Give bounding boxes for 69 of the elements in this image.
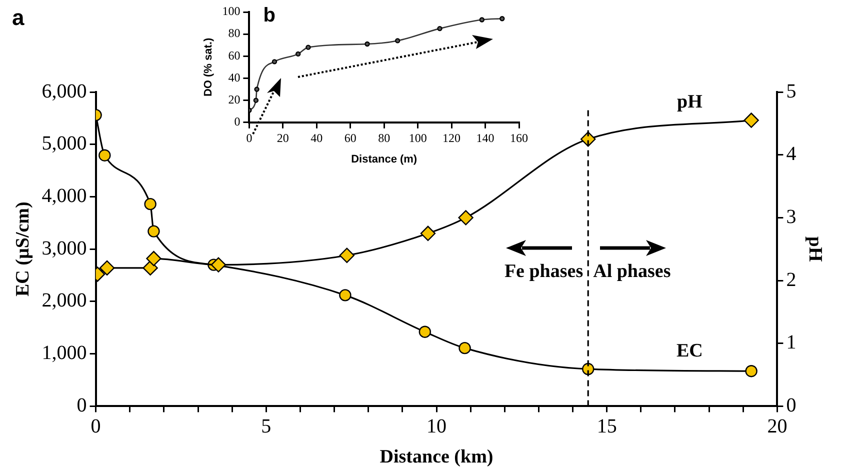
point bbox=[745, 365, 758, 378]
y-tick-label: 6,000 bbox=[42, 80, 87, 102]
point bbox=[296, 51, 301, 57]
annotation: Fe phases bbox=[504, 260, 584, 282]
point bbox=[744, 112, 759, 128]
point bbox=[210, 257, 226, 272]
y2-tick-label: 0 bbox=[786, 394, 796, 416]
point bbox=[146, 250, 162, 266]
point bbox=[339, 289, 352, 302]
y-tick-label: 5,000 bbox=[42, 132, 87, 155]
y-axis-title: EC (µS/cm) bbox=[12, 202, 34, 297]
y-axis-title: DO (% sat.) bbox=[202, 38, 215, 97]
y-tick-label: 0 bbox=[234, 114, 240, 129]
y-tick-label: 1,000 bbox=[42, 342, 87, 364]
x-tick-label: 10 bbox=[426, 415, 446, 438]
y-tick-label: 100 bbox=[222, 4, 240, 18]
y-tick-label: 4,000 bbox=[42, 184, 87, 207]
point bbox=[420, 226, 436, 241]
x-tick-label: 0 bbox=[90, 415, 101, 438]
y-tick-label: 80 bbox=[228, 26, 240, 40]
point bbox=[437, 26, 442, 32]
y-tick-label: 3,000 bbox=[42, 237, 87, 260]
point bbox=[98, 149, 111, 162]
point bbox=[418, 326, 432, 338]
y2-tick-label: 2 bbox=[786, 268, 796, 291]
point bbox=[253, 98, 259, 103]
point bbox=[254, 86, 260, 92]
y2-tick-label: 5 bbox=[786, 80, 796, 102]
point bbox=[458, 210, 474, 226]
point bbox=[99, 260, 115, 276]
chart-title: b bbox=[263, 4, 276, 27]
point bbox=[394, 38, 400, 44]
y-tick-label: 60 bbox=[228, 48, 240, 62]
point bbox=[144, 198, 156, 210]
x-tick-label: 20 bbox=[767, 415, 788, 438]
x-tick-label: 140 bbox=[476, 130, 494, 145]
series-label: EC bbox=[676, 340, 703, 362]
point bbox=[148, 225, 160, 238]
point bbox=[142, 260, 158, 276]
point bbox=[306, 44, 311, 50]
point bbox=[500, 16, 505, 22]
point bbox=[339, 248, 354, 263]
point bbox=[458, 342, 471, 354]
x-tick-label: 15 bbox=[596, 415, 617, 438]
y2-tick-label: 3 bbox=[786, 206, 796, 228]
chart-title: a bbox=[12, 5, 25, 30]
y2-axis-title: pH bbox=[804, 236, 826, 262]
x-tick-label: 0 bbox=[246, 130, 252, 145]
series-label: pH bbox=[677, 92, 703, 113]
x-axis-title: Distance (m) bbox=[351, 153, 418, 166]
point bbox=[479, 17, 485, 22]
point bbox=[272, 59, 278, 64]
y-tick-label: 20 bbox=[228, 92, 240, 106]
x-tick-label: 160 bbox=[510, 130, 528, 145]
x-tick-label: 20 bbox=[276, 130, 289, 145]
y-tick-label: 0 bbox=[76, 394, 87, 416]
x-tick-label: 100 bbox=[408, 130, 427, 145]
annotation: Al phases bbox=[593, 260, 671, 282]
y-tick-label: 2,000 bbox=[42, 290, 87, 312]
x-tick-label: 60 bbox=[344, 130, 356, 145]
x-axis-title: Distance (km) bbox=[380, 446, 494, 468]
x-tick-label: 80 bbox=[378, 130, 390, 145]
x-tick-label: 120 bbox=[442, 130, 461, 145]
y-tick-label: 40 bbox=[228, 70, 240, 84]
y2-tick-label: 4 bbox=[786, 143, 796, 166]
point bbox=[364, 41, 370, 47]
x-tick-label: 5 bbox=[261, 415, 272, 438]
x-tick-label: 40 bbox=[310, 130, 323, 145]
y2-tick-label: 1 bbox=[786, 332, 796, 354]
